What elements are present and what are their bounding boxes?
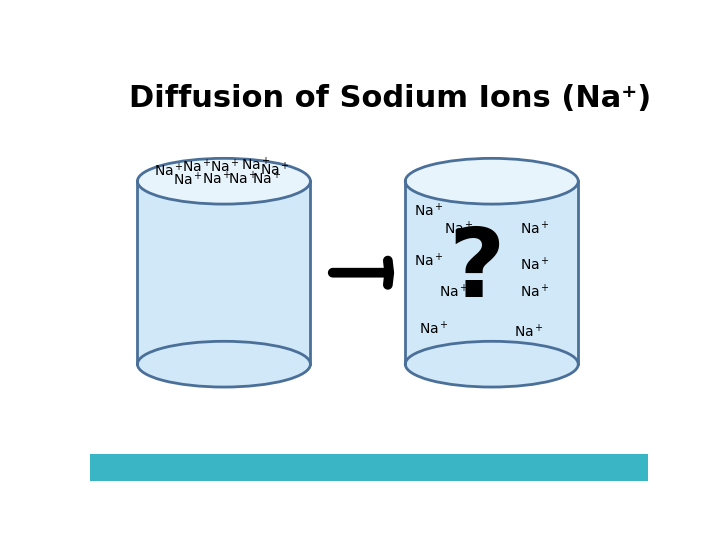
Ellipse shape bbox=[405, 341, 578, 387]
Text: Na$^+$: Na$^+$ bbox=[444, 220, 474, 238]
Text: Na$^+$: Na$^+$ bbox=[252, 171, 282, 188]
FancyBboxPatch shape bbox=[138, 181, 310, 364]
Text: Na$^+$: Na$^+$ bbox=[182, 158, 212, 176]
Text: Na$^+$: Na$^+$ bbox=[438, 283, 469, 300]
FancyBboxPatch shape bbox=[405, 181, 578, 364]
Text: Na$^+$: Na$^+$ bbox=[419, 320, 449, 338]
Text: Na$^+$: Na$^+$ bbox=[260, 161, 290, 178]
Text: Na$^+$: Na$^+$ bbox=[413, 201, 444, 219]
Text: Na$^+$: Na$^+$ bbox=[520, 220, 549, 238]
Ellipse shape bbox=[405, 158, 578, 204]
Ellipse shape bbox=[138, 341, 310, 387]
Text: Na$^+$: Na$^+$ bbox=[202, 170, 232, 187]
Text: Diffusion of Sodium Ions (Na⁺): Diffusion of Sodium Ions (Na⁺) bbox=[129, 84, 652, 112]
Text: Na$^+$: Na$^+$ bbox=[413, 252, 444, 269]
Ellipse shape bbox=[138, 158, 310, 204]
Bar bbox=[90, 454, 648, 481]
Text: Na$^+$: Na$^+$ bbox=[210, 158, 240, 176]
Text: Na$^+$: Na$^+$ bbox=[173, 171, 202, 188]
Text: Na$^+$: Na$^+$ bbox=[240, 156, 271, 173]
Text: Na$^+$: Na$^+$ bbox=[514, 323, 544, 340]
Text: ?: ? bbox=[449, 224, 505, 317]
Text: Na$^+$: Na$^+$ bbox=[154, 162, 184, 179]
Text: Na$^+$: Na$^+$ bbox=[520, 283, 549, 300]
Text: Na$^+$: Na$^+$ bbox=[520, 256, 549, 273]
Text: Na$^+$: Na$^+$ bbox=[228, 170, 258, 187]
